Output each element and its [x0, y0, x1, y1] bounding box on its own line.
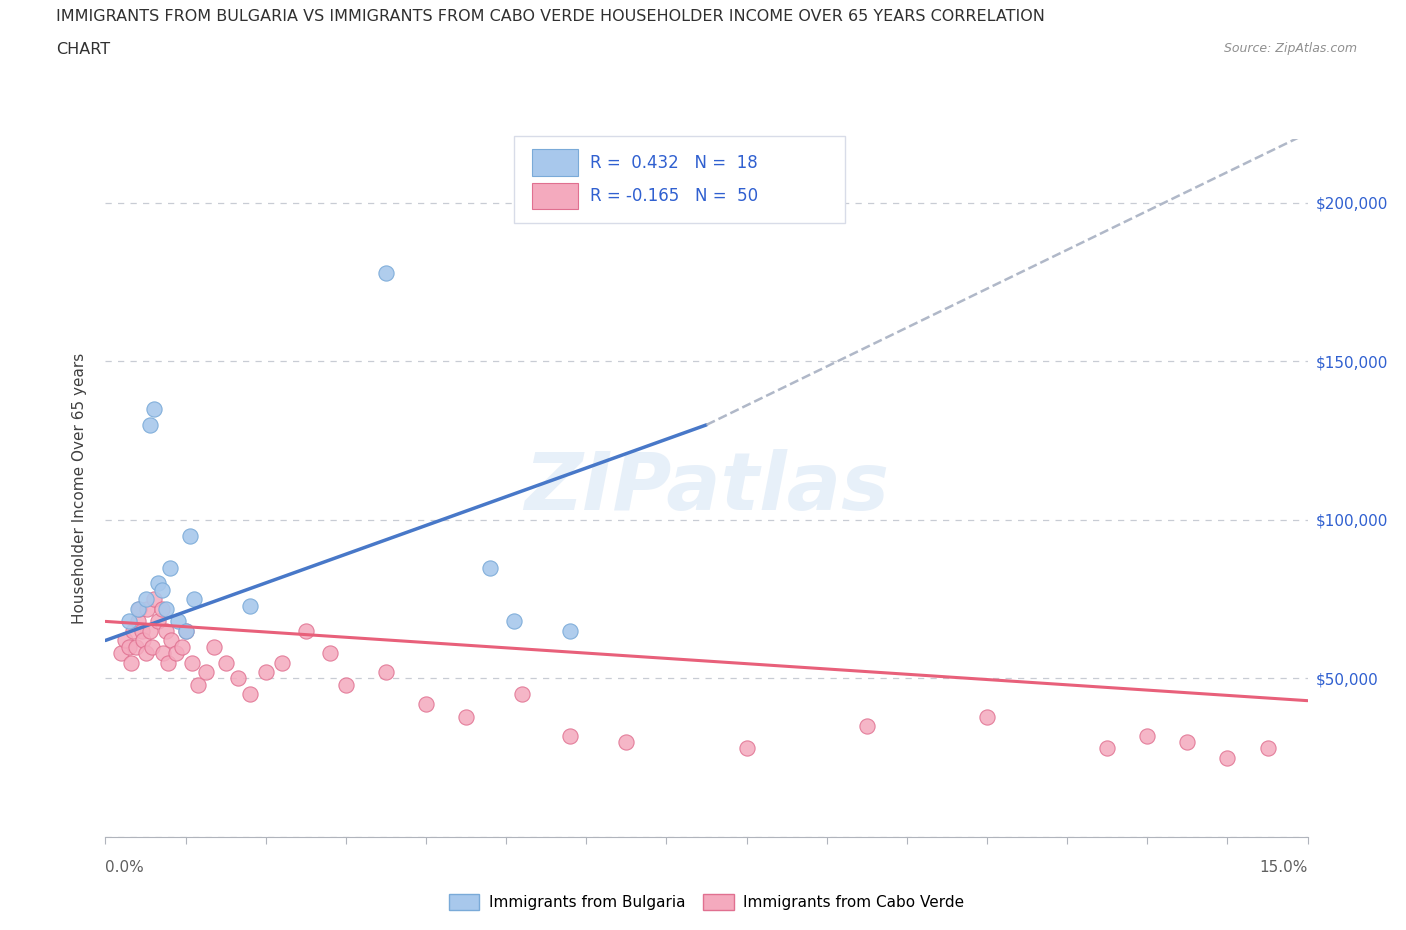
Point — [146, 614, 169, 629]
Point — [1097, 741, 1119, 756]
Bar — [533, 150, 578, 176]
Point — [855, 719, 877, 734]
Legend: Immigrants from Bulgaria, Immigrants from Cabo Verde: Immigrants from Bulgaria, Immigrants fro… — [443, 887, 970, 917]
Point — [166, 614, 188, 629]
Point — [120, 656, 142, 671]
Point — [187, 677, 209, 692]
Point — [159, 560, 181, 575]
Text: ZIPatlas: ZIPatlas — [524, 449, 889, 527]
Point — [479, 560, 502, 575]
Bar — [533, 182, 578, 209]
Point — [127, 602, 149, 617]
Point — [128, 602, 150, 617]
Point — [141, 639, 163, 654]
Point — [155, 602, 177, 617]
Point — [142, 402, 165, 417]
Point — [135, 645, 157, 660]
Point — [202, 639, 225, 654]
Point — [226, 671, 249, 686]
Text: CHART: CHART — [56, 42, 110, 57]
Text: IMMIGRANTS FROM BULGARIA VS IMMIGRANTS FROM CABO VERDE HOUSEHOLDER INCOME OVER 6: IMMIGRANTS FROM BULGARIA VS IMMIGRANTS F… — [56, 9, 1045, 24]
Text: Source: ZipAtlas.com: Source: ZipAtlas.com — [1223, 42, 1357, 55]
Point — [132, 633, 155, 648]
Point — [295, 623, 318, 638]
Point — [254, 665, 277, 680]
Point — [616, 735, 638, 750]
Text: 15.0%: 15.0% — [1260, 860, 1308, 875]
Text: 0.0%: 0.0% — [105, 860, 145, 875]
Point — [138, 623, 160, 638]
Point — [976, 709, 998, 724]
Point — [150, 602, 173, 617]
Point — [239, 598, 262, 613]
Point — [1257, 741, 1279, 756]
Point — [170, 639, 193, 654]
Point — [174, 623, 197, 638]
Point — [131, 623, 153, 638]
Point — [510, 687, 533, 702]
Point — [110, 645, 132, 660]
Point — [1216, 751, 1239, 765]
Point — [114, 633, 136, 648]
Point — [239, 687, 262, 702]
Point — [335, 677, 357, 692]
Point — [560, 623, 582, 638]
Point — [374, 665, 398, 680]
Point — [560, 728, 582, 743]
Point — [135, 591, 157, 606]
Point — [183, 591, 205, 606]
Point — [118, 614, 141, 629]
Point — [125, 639, 148, 654]
Text: R = -0.165   N =  50: R = -0.165 N = 50 — [591, 187, 758, 205]
Point — [374, 265, 398, 280]
Point — [136, 602, 159, 617]
Y-axis label: Householder Income Over 65 years: Householder Income Over 65 years — [72, 352, 87, 624]
Point — [179, 528, 201, 543]
Point — [150, 582, 173, 597]
Point — [142, 591, 165, 606]
Point — [503, 614, 526, 629]
Point — [194, 665, 217, 680]
Point — [156, 656, 179, 671]
Point — [122, 623, 145, 638]
Point — [165, 645, 187, 660]
Point — [155, 623, 177, 638]
Point — [735, 741, 758, 756]
FancyBboxPatch shape — [515, 136, 845, 223]
Point — [1136, 728, 1159, 743]
Point — [319, 645, 342, 660]
Point — [214, 656, 236, 671]
Point — [181, 656, 204, 671]
Text: R =  0.432   N =  18: R = 0.432 N = 18 — [591, 153, 758, 171]
Point — [174, 623, 197, 638]
Point — [415, 697, 437, 711]
Point — [270, 656, 292, 671]
Point — [127, 614, 149, 629]
Point — [152, 645, 174, 660]
Point — [1175, 735, 1198, 750]
Point — [118, 639, 141, 654]
Point — [146, 576, 169, 591]
Point — [138, 418, 160, 432]
Point — [456, 709, 478, 724]
Point — [160, 633, 183, 648]
